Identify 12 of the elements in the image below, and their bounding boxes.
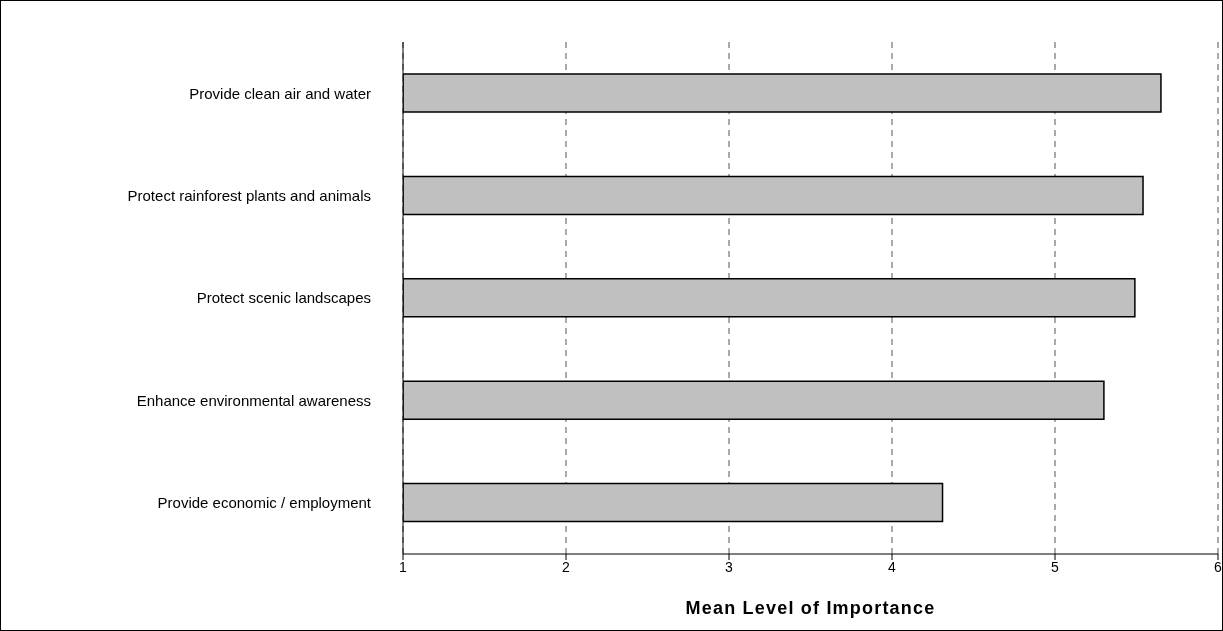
y-tick-label: Enhance environmental awareness <box>136 391 371 409</box>
x-tick-label: 3 <box>725 558 734 575</box>
x-tick-label: 1 <box>399 558 408 575</box>
y-tick-label: Protect rainforest plants and animals <box>127 186 371 204</box>
x-axis-title: Mean Level of Importance <box>685 598 936 618</box>
x-tick-label: 4 <box>888 558 897 575</box>
x-tick-label: 5 <box>1051 558 1060 575</box>
x-tick-label: 6 <box>1214 558 1223 575</box>
x-tick-label: 2 <box>562 558 571 575</box>
y-tick-label: Protect scenic landscapes <box>196 289 371 307</box>
y-tick-label: Provide economic / employment <box>157 494 372 512</box>
y-tick-label: Provide clean air and water <box>189 84 371 102</box>
